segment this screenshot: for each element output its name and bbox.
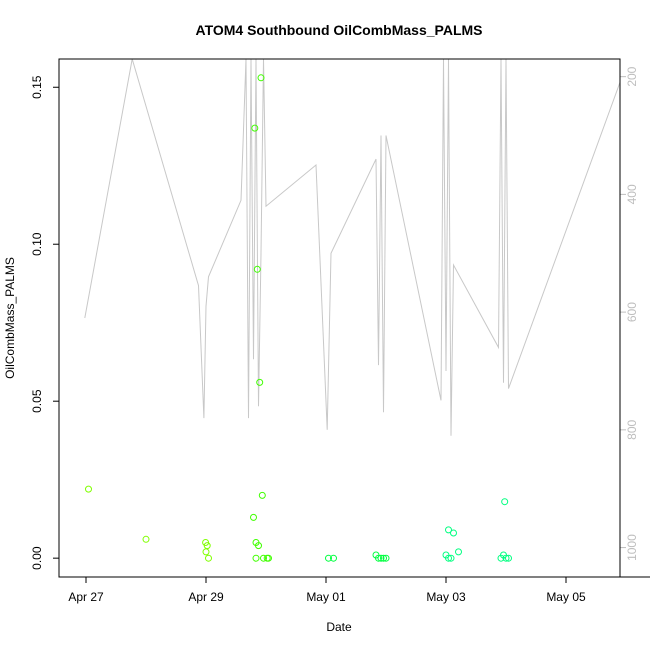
- data-point-series-2-8: [255, 542, 262, 550]
- chart-title: ATOM4 Southbound OilCombMass_PALMS: [196, 22, 483, 38]
- data-point-series-4-11: [501, 498, 509, 506]
- y-tick-label: 0.10: [30, 232, 44, 256]
- data-point-series-4-1: [445, 526, 452, 534]
- data-point-series-2-1: [251, 124, 259, 132]
- data-point-series-2-12: [265, 554, 272, 562]
- y2-tick-label: 600: [625, 302, 639, 322]
- data-point-series-3-1: [325, 554, 332, 562]
- y-axis-label: OilCombMass_PALMS: [3, 257, 17, 379]
- y2-tick-label: 800: [625, 420, 639, 440]
- data-point-series-2-5: [258, 491, 266, 499]
- altitude-trace-line: [84, 59, 620, 436]
- data-point-series-1-4: [203, 542, 211, 550]
- y2-tick-label: 200: [625, 66, 639, 86]
- data-point-series-2-10: [260, 554, 267, 562]
- x-tick-label: May 01: [306, 590, 346, 604]
- data-point-series-1-6: [205, 554, 212, 562]
- data-point-series-1-5: [202, 548, 210, 556]
- x-tick-label: Apr 27: [68, 590, 104, 604]
- data-point-series-2-3: [256, 378, 264, 386]
- y-tick-label: 0.15: [30, 75, 44, 99]
- x-tick-label: May 05: [546, 590, 586, 604]
- data-point-series-4-9: [502, 554, 510, 562]
- data-point-series-2-2: [253, 265, 261, 273]
- data-point-series-3-4: [375, 554, 382, 562]
- data-point-series-3-2: [330, 554, 337, 562]
- y-tick-label: 0.00: [30, 546, 44, 570]
- data-point-series-4-3: [455, 548, 462, 556]
- data-point-series-2-9: [252, 554, 260, 562]
- data-point-series-1-1: [85, 485, 92, 493]
- x-tick-label: May 03: [426, 590, 466, 604]
- y2-tick-label: 1000: [625, 534, 639, 561]
- y2-tick-label: 400: [625, 184, 639, 204]
- plot-frame: [58, 58, 621, 578]
- data-point-series-4-5: [445, 554, 452, 562]
- y-tick-label: 0.05: [30, 389, 44, 413]
- data-point-series-3-7: [382, 554, 390, 562]
- x-tick-label: Apr 29: [188, 590, 224, 604]
- data-point-series-2-4: [257, 74, 265, 82]
- data-point-series-3-5: [377, 554, 385, 562]
- data-point-series-4-10: [505, 554, 512, 562]
- data-point-series-4-2: [450, 529, 457, 537]
- data-point-series-2-6: [250, 513, 257, 521]
- data-point-series-4-6: [447, 554, 455, 562]
- data-point-series-1-2: [142, 535, 150, 543]
- data-point-series-3-6: [380, 554, 387, 562]
- x-axis-label: Date: [326, 620, 352, 634]
